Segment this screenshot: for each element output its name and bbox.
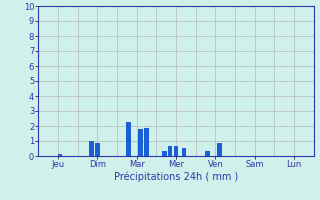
Bar	[168, 146, 172, 156]
Bar	[138, 129, 143, 156]
X-axis label: Précipitations 24h ( mm ): Précipitations 24h ( mm )	[114, 172, 238, 182]
Bar	[144, 128, 149, 156]
Bar	[181, 148, 186, 156]
Bar	[89, 141, 94, 156]
Bar	[95, 142, 100, 156]
Bar	[205, 151, 210, 156]
Bar	[58, 154, 62, 156]
Bar	[174, 146, 178, 156]
Bar	[126, 121, 131, 156]
Bar	[162, 151, 167, 156]
Bar	[217, 142, 222, 156]
